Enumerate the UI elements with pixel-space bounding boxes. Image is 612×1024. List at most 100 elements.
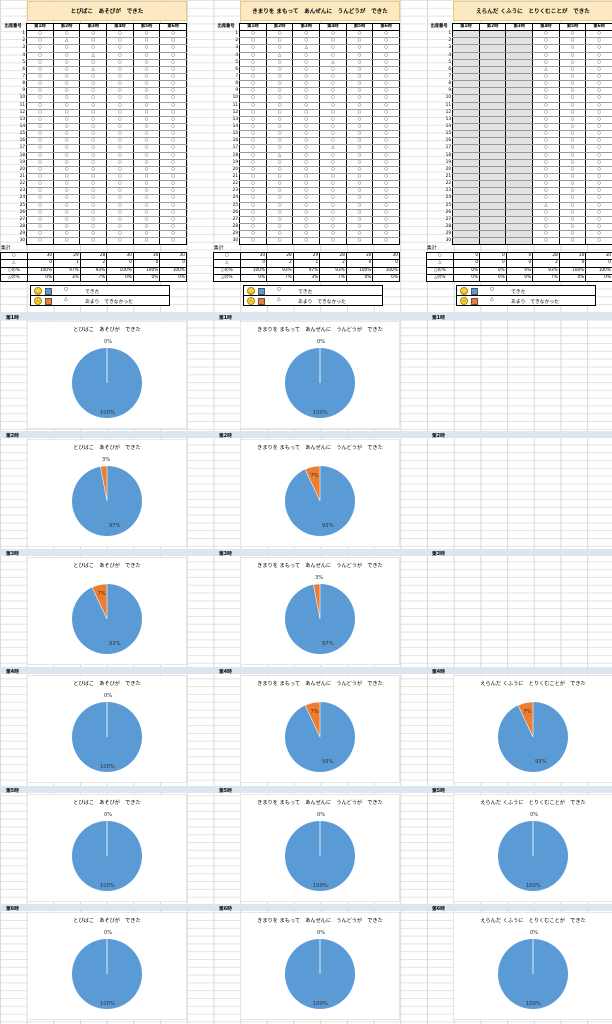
summary-value[interactable]: 0% — [479, 273, 507, 283]
summary-value[interactable]: 0% — [558, 273, 587, 283]
mark-cell[interactable] — [478, 209, 507, 217]
mark-cell[interactable]: ○ — [106, 159, 134, 167]
mark-cell[interactable]: ○ — [292, 187, 321, 196]
mark-cell[interactable]: ○ — [345, 159, 374, 167]
mark-cell[interactable]: ○ — [319, 102, 347, 110]
mark-cell[interactable]: ○ — [345, 94, 374, 103]
mark-cell[interactable]: ○ — [159, 152, 187, 160]
period-header[interactable]: 第4時 — [319, 22, 347, 32]
mark-cell[interactable]: ○ — [265, 80, 294, 89]
mark-cell[interactable] — [478, 173, 507, 182]
mark-cell[interactable]: ○ — [372, 202, 400, 210]
mark-cell[interactable]: ○ — [52, 152, 81, 160]
mark-cell[interactable]: ○ — [292, 173, 321, 182]
mark-cell[interactable]: ○ — [292, 37, 321, 46]
mark-cell[interactable] — [505, 87, 534, 96]
mark-cell[interactable]: ○ — [319, 37, 347, 46]
mark-cell[interactable]: ○ — [159, 144, 187, 153]
summary-value[interactable]: 1 — [292, 259, 321, 268]
mark-cell[interactable]: ○ — [26, 202, 54, 210]
mark-cell[interactable]: ○ — [52, 237, 81, 246]
mark-cell[interactable]: ○ — [52, 144, 81, 153]
summary-value[interactable]: 100% — [558, 266, 587, 275]
pie-chart[interactable]: とびばこ あそびが できた 0% 100% — [27, 675, 187, 783]
mark-cell[interactable]: ○ — [52, 52, 81, 60]
mark-cell[interactable]: ○ — [159, 209, 187, 217]
mark-cell[interactable]: ○ — [239, 137, 267, 146]
mark-cell[interactable]: ○ — [319, 194, 347, 203]
mark-cell[interactable]: ○ — [132, 166, 161, 174]
mark-cell[interactable]: ○ — [79, 187, 108, 196]
summary-value[interactable]: 29 — [292, 251, 321, 261]
mark-cell[interactable]: ○ — [159, 109, 187, 117]
mark-cell[interactable]: ○ — [319, 130, 347, 139]
mark-cell[interactable]: ○ — [265, 73, 294, 82]
mark-cell[interactable]: ○ — [558, 94, 587, 103]
mark-cell[interactable]: ○ — [159, 116, 187, 124]
mark-cell[interactable]: ○ — [319, 116, 347, 124]
summary-value[interactable]: 0% — [479, 266, 507, 275]
pie-chart[interactable]: とびばこ あそびが できた 3% 97% — [27, 439, 187, 547]
mark-cell[interactable] — [478, 194, 507, 203]
mark-cell[interactable]: ○ — [372, 237, 400, 246]
period-header[interactable]: 第4時 — [106, 22, 134, 32]
mark-cell[interactable]: ○ — [372, 194, 400, 203]
mark-cell[interactable]: ○ — [532, 116, 560, 124]
summary-value[interactable]: 0% — [106, 273, 134, 283]
mark-cell[interactable]: ○ — [345, 37, 374, 46]
mark-cell[interactable]: ○ — [265, 94, 294, 103]
period-header[interactable]: 第5時 — [558, 22, 587, 32]
mark-cell[interactable]: ○ — [79, 209, 108, 217]
mark-cell[interactable] — [505, 194, 534, 203]
mark-cell[interactable]: ○ — [79, 223, 108, 232]
mark-cell[interactable]: ○ — [106, 80, 134, 89]
mark-cell[interactable]: ○ — [585, 87, 612, 96]
mark-cell[interactable] — [478, 52, 507, 60]
mark-cell[interactable]: ○ — [585, 30, 612, 39]
mark-cell[interactable]: ○ — [106, 116, 134, 124]
mark-cell[interactable]: ○ — [345, 216, 374, 224]
summary-value[interactable]: 100% — [26, 266, 55, 275]
mark-cell[interactable]: ○ — [585, 237, 612, 246]
mark-cell[interactable] — [505, 223, 534, 232]
mark-cell[interactable]: ○ — [558, 209, 587, 217]
mark-cell[interactable]: ○ — [532, 73, 560, 82]
mark-cell[interactable]: ○ — [159, 130, 187, 139]
mark-cell[interactable]: ○ — [52, 209, 81, 217]
mark-cell[interactable]: ○ — [372, 73, 400, 82]
pie-chart[interactable]: とびばこ あそびが できた 0% 100% — [27, 794, 187, 902]
mark-cell[interactable]: ○ — [532, 44, 560, 53]
mark-cell[interactable] — [452, 37, 480, 46]
mark-cell[interactable] — [505, 166, 534, 174]
mark-cell[interactable] — [452, 194, 480, 203]
mark-cell[interactable]: ○ — [26, 130, 54, 139]
mark-cell[interactable]: ○ — [26, 152, 54, 160]
mark-cell[interactable]: ○ — [106, 59, 134, 67]
mark-cell[interactable]: ○ — [372, 52, 400, 60]
mark-cell[interactable]: ○ — [239, 44, 267, 53]
mark-cell[interactable]: △ — [79, 66, 108, 74]
period-header[interactable]: 第1時 — [26, 22, 54, 32]
summary-value[interactable]: 30 — [106, 251, 134, 261]
mark-cell[interactable] — [452, 137, 480, 146]
pie-chart[interactable]: とびばこ あそびが できた 0% 100% — [27, 321, 187, 429]
mark-cell[interactable]: ○ — [79, 80, 108, 89]
mark-cell[interactable]: ○ — [558, 144, 587, 153]
mark-cell[interactable]: ○ — [345, 152, 374, 160]
mark-cell[interactable]: ○ — [292, 73, 321, 82]
mark-cell[interactable]: ○ — [585, 202, 612, 210]
mark-cell[interactable]: ○ — [372, 102, 400, 110]
mark-cell[interactable]: ○ — [106, 202, 134, 210]
mark-cell[interactable]: ○ — [159, 223, 187, 232]
mark-cell[interactable]: ○ — [532, 144, 560, 153]
mark-cell[interactable]: ○ — [265, 66, 294, 74]
summary-value[interactable]: 30 — [585, 251, 612, 261]
mark-cell[interactable]: ○ — [558, 166, 587, 174]
mark-cell[interactable]: ○ — [532, 59, 560, 67]
mark-cell[interactable] — [505, 144, 534, 153]
mark-cell[interactable]: △ — [319, 144, 347, 153]
mark-cell[interactable]: ○ — [132, 80, 161, 89]
mark-cell[interactable]: ○ — [558, 223, 587, 232]
mark-cell[interactable]: ○ — [26, 44, 54, 53]
mark-cell[interactable]: ○ — [319, 66, 347, 74]
